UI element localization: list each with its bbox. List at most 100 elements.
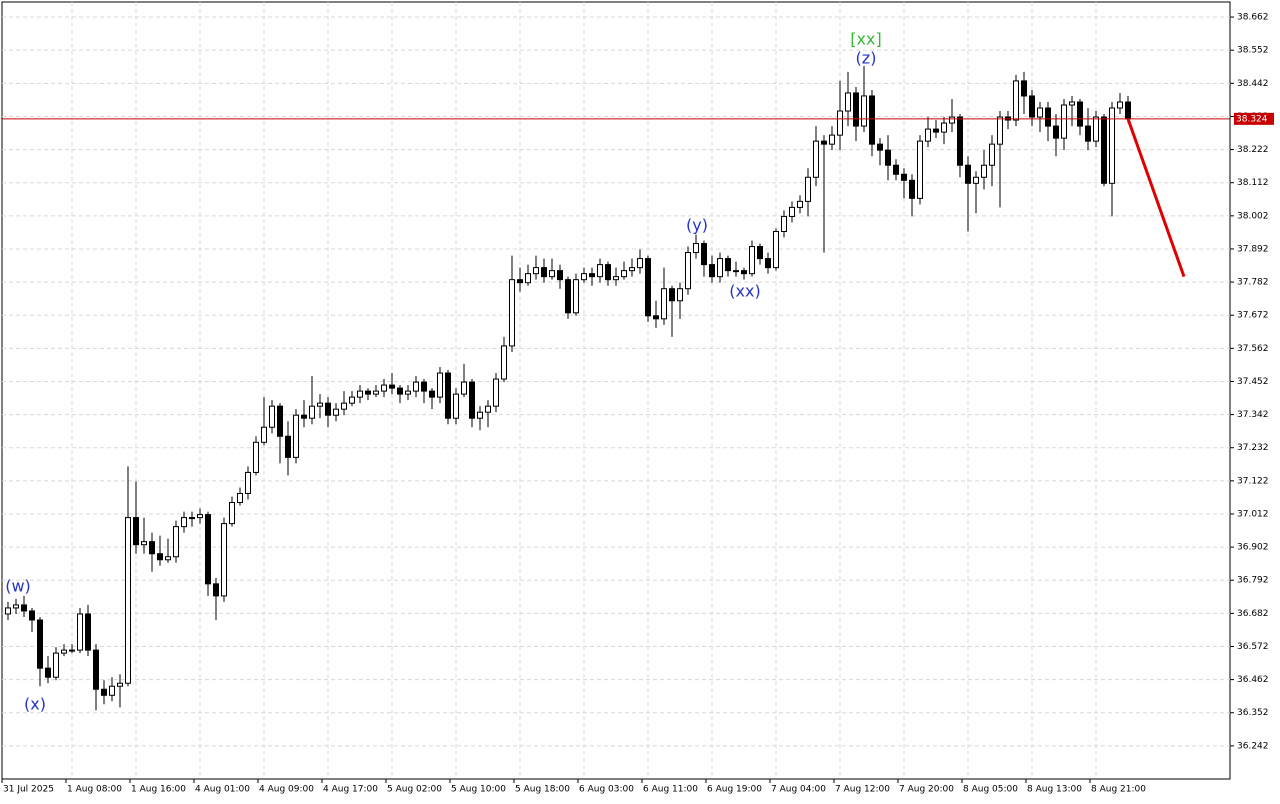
candle-body xyxy=(557,270,563,281)
candle-body xyxy=(381,384,387,392)
candle-body xyxy=(1061,104,1067,139)
candle-body xyxy=(45,667,51,678)
plot-frame xyxy=(1,1,1231,780)
candle-body xyxy=(661,288,667,320)
candle-body xyxy=(237,492,243,504)
x-tick-label: 5 Aug 02:00 xyxy=(387,785,442,795)
candle-body xyxy=(549,270,555,278)
y-tick-label: 38.442 xyxy=(1237,79,1269,89)
candle-body xyxy=(597,264,603,278)
candle-body xyxy=(533,267,539,275)
candle-body xyxy=(845,92,851,112)
wave-label: (w) xyxy=(5,577,31,596)
x-tick-label: 6 Aug 19:00 xyxy=(707,785,762,795)
candle-body xyxy=(957,116,963,166)
candle-body xyxy=(1029,95,1035,118)
candle-body xyxy=(405,390,411,395)
x-tick-label: 31 Jul 2025 xyxy=(3,785,54,795)
candle-body xyxy=(965,164,971,184)
candle-body xyxy=(605,264,611,281)
x-tick-label: 6 Aug 03:00 xyxy=(579,785,634,795)
candle-body xyxy=(61,649,67,654)
candle-body xyxy=(37,619,43,669)
candle-body xyxy=(949,116,955,124)
candle-body xyxy=(1037,107,1043,118)
y-tick-label: 37.782 xyxy=(1237,278,1269,288)
candle-body xyxy=(573,279,579,314)
candle-body xyxy=(741,270,747,275)
candle-body xyxy=(389,384,395,389)
candle-body xyxy=(157,553,163,561)
candle-body xyxy=(797,200,803,208)
candle-body xyxy=(933,128,939,133)
y-tick-label: 38.222 xyxy=(1237,145,1269,155)
candle-body xyxy=(277,405,283,437)
candle-body xyxy=(365,390,371,395)
candle-body xyxy=(397,387,403,395)
candle-body xyxy=(213,583,219,597)
candle-body xyxy=(909,179,915,199)
x-tick-label: 8 Aug 05:00 xyxy=(963,785,1018,795)
candle-body xyxy=(1125,101,1131,120)
candle-body xyxy=(477,411,483,419)
candle-body xyxy=(245,471,251,494)
candle-body xyxy=(941,122,947,133)
candle-body xyxy=(141,541,147,546)
forecast-line xyxy=(1126,118,1186,278)
candle-body xyxy=(773,230,779,269)
candle-body xyxy=(581,273,587,281)
candle-body xyxy=(445,372,451,419)
y-tick-label: 37.892 xyxy=(1237,244,1269,254)
y-tick-label: 36.682 xyxy=(1237,609,1269,619)
wave-label: (z) xyxy=(856,49,877,68)
candle-body xyxy=(85,613,91,651)
candle-body xyxy=(685,252,691,290)
candle-body xyxy=(749,246,755,275)
candle-body xyxy=(789,206,795,217)
candle-body xyxy=(645,258,651,317)
y-tick-label: 37.122 xyxy=(1237,476,1269,486)
x-tick-label: 6 Aug 11:00 xyxy=(643,785,698,795)
candle-body xyxy=(501,345,507,380)
x-tick-label: 8 Aug 13:00 xyxy=(1027,785,1082,795)
candle-body xyxy=(1021,80,1027,97)
candle-body xyxy=(29,610,35,621)
candle-body xyxy=(781,215,787,232)
candle-body xyxy=(413,381,419,392)
candle-body xyxy=(461,381,467,395)
candle-body xyxy=(261,426,267,443)
candle-body xyxy=(973,176,979,184)
candle-body xyxy=(13,604,19,609)
x-tick-label: 7 Aug 20:00 xyxy=(899,785,954,795)
candle-body xyxy=(373,390,379,395)
y-tick-label: 37.672 xyxy=(1237,311,1269,321)
y-tick-label: 37.232 xyxy=(1237,443,1269,453)
y-tick-label: 36.572 xyxy=(1237,642,1269,652)
candle-body xyxy=(1045,107,1051,127)
candle-body xyxy=(853,92,859,127)
candle-body xyxy=(629,267,635,272)
y-tick-label: 36.242 xyxy=(1237,741,1269,751)
candle-body xyxy=(693,243,699,254)
wave-label: (y) xyxy=(686,216,708,235)
candle-body xyxy=(309,405,315,419)
y-tick-label: 36.462 xyxy=(1237,675,1269,685)
candle-body xyxy=(989,143,995,166)
candle-body xyxy=(917,140,923,199)
candle-body xyxy=(221,523,227,597)
candle-body xyxy=(717,258,723,278)
candle-body xyxy=(565,279,571,314)
x-tick-label: 4 Aug 17:00 xyxy=(323,785,378,795)
candle-body xyxy=(893,164,899,175)
candle-body xyxy=(101,688,107,696)
current-price-label: 38.324 xyxy=(1236,114,1268,124)
candle-body xyxy=(77,613,83,651)
candle-body xyxy=(621,270,627,278)
candle-body xyxy=(229,502,235,525)
candle-body xyxy=(589,273,595,278)
candle-body xyxy=(149,541,155,555)
y-tick-label: 37.562 xyxy=(1237,344,1269,354)
candle-body xyxy=(653,315,659,320)
candle-body xyxy=(125,517,131,684)
